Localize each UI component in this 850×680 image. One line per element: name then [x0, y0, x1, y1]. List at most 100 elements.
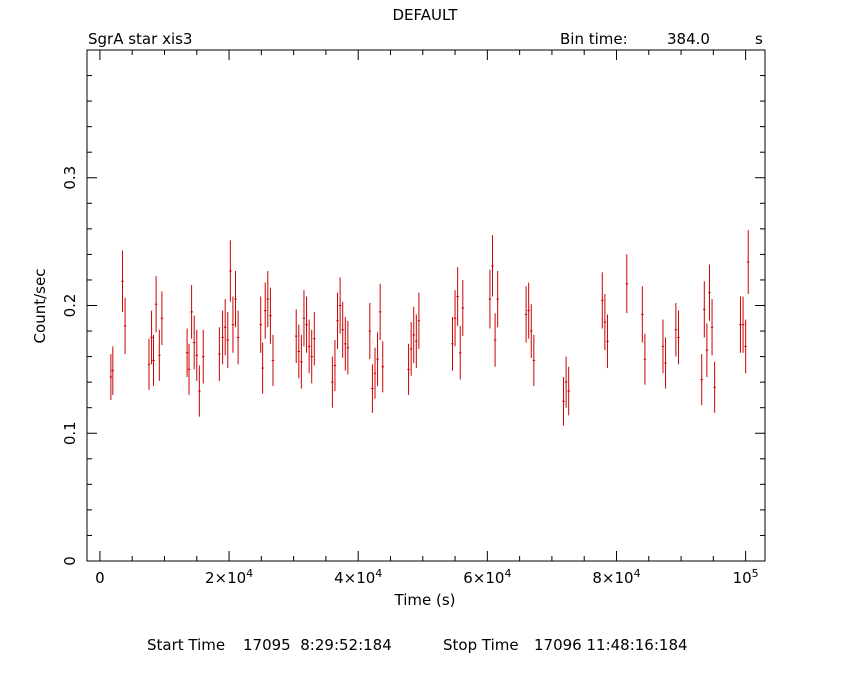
- data-point: [491, 235, 494, 297]
- data-point: [187, 343, 191, 395]
- axis-tick-labels: 0 2×104 4×104 6×104 8×104 105 0 0.1 0.2 0.3: [61, 166, 759, 587]
- data-point: [307, 319, 311, 374]
- data-point: [231, 296, 235, 353]
- data-point: [111, 346, 115, 395]
- bin-time-label: Bin time:: [560, 30, 628, 48]
- data-point: [336, 292, 339, 349]
- data-point: [305, 296, 308, 353]
- data-point: [700, 354, 703, 406]
- y-tick-label: 0: [61, 556, 79, 566]
- data-point: [198, 365, 201, 417]
- data-point: [641, 286, 644, 343]
- data-point: [192, 315, 196, 370]
- data-point: [601, 272, 604, 329]
- data-point: [567, 366, 570, 416]
- data-point: [150, 310, 153, 365]
- data-point: [532, 334, 536, 386]
- plot-frame: [86, 49, 766, 562]
- data-point: [625, 254, 629, 314]
- data-point: [234, 271, 237, 328]
- data-point: [674, 302, 678, 357]
- data-point: [417, 292, 421, 349]
- stop-time-value: 17096 11:48:16:184: [534, 636, 688, 654]
- bin-time-value: 384.0: [667, 30, 710, 48]
- data-point: [664, 337, 667, 389]
- stop-time-label: Stop Time: [443, 636, 519, 654]
- data-point: [710, 299, 714, 356]
- start-time-label: Start Time: [147, 636, 226, 654]
- data-point: [409, 322, 413, 376]
- data-point: [407, 343, 410, 395]
- data-point: [606, 314, 609, 369]
- data-point: [451, 316, 454, 371]
- data-point: [456, 267, 459, 326]
- y-tick-label: 0.1: [61, 421, 79, 445]
- data-points: [109, 230, 750, 426]
- data-point: [527, 282, 530, 339]
- data-point: [221, 310, 224, 365]
- data-point: [461, 279, 465, 337]
- data-point: [190, 285, 193, 339]
- data-point: [344, 316, 347, 371]
- data-point: [562, 377, 565, 426]
- data-point: [705, 323, 709, 378]
- data-point: [713, 361, 716, 413]
- data-point: [269, 287, 272, 344]
- data-point: [160, 291, 164, 346]
- data-point: [524, 286, 528, 343]
- x-tick-label: 2×104: [205, 567, 253, 587]
- data-point: [338, 277, 342, 334]
- data-point: [300, 334, 303, 389]
- data-point: [643, 333, 647, 385]
- y-axis-label: Count/sec: [31, 269, 49, 344]
- data-point: [708, 264, 711, 321]
- data-point: [263, 282, 267, 339]
- data-point: [226, 311, 230, 369]
- data-point: [294, 309, 298, 363]
- data-point: [453, 290, 457, 347]
- data-point: [739, 296, 742, 353]
- data-point: [412, 306, 415, 363]
- data-point: [703, 281, 706, 338]
- data-point: [346, 320, 350, 375]
- data-point: [368, 302, 372, 360]
- data-point: [741, 296, 745, 353]
- source-name: SgrA star xis3: [88, 30, 193, 48]
- data-point: [331, 356, 334, 408]
- data-point: [378, 283, 382, 340]
- data-point: [458, 325, 462, 380]
- data-point: [493, 313, 497, 367]
- bin-time-unit: s: [755, 30, 763, 48]
- data-point: [229, 240, 232, 302]
- data-point: [218, 327, 221, 381]
- data-point: [302, 290, 306, 347]
- data-point: [496, 271, 499, 328]
- x-axis-label: Time (s): [394, 591, 456, 609]
- data-point: [376, 332, 379, 386]
- x-tick-label: 0: [95, 569, 105, 587]
- data-point: [123, 297, 127, 355]
- y-tick-label: 0.2: [61, 294, 79, 318]
- x-tick-label: 4×104: [334, 567, 382, 587]
- data-point: [259, 296, 262, 353]
- data-point: [236, 310, 240, 365]
- data-point: [185, 328, 189, 378]
- data-point: [661, 319, 665, 374]
- data-point: [195, 329, 199, 381]
- data-point: [744, 319, 747, 374]
- data-point: [310, 329, 313, 384]
- data-point: [603, 294, 607, 351]
- data-point: [271, 334, 275, 386]
- data-point: [564, 356, 568, 408]
- data-point: [201, 329, 205, 384]
- data-point: [109, 354, 113, 401]
- data-point: [261, 342, 264, 394]
- x-tick-label: 8×104: [592, 567, 640, 587]
- axis-ticks: [87, 49, 765, 562]
- data-point: [371, 364, 374, 413]
- data-point: [415, 314, 418, 369]
- start-time-value: 17095 8:29:52:184: [243, 636, 392, 654]
- data-point: [121, 250, 124, 312]
- data-point: [152, 334, 155, 386]
